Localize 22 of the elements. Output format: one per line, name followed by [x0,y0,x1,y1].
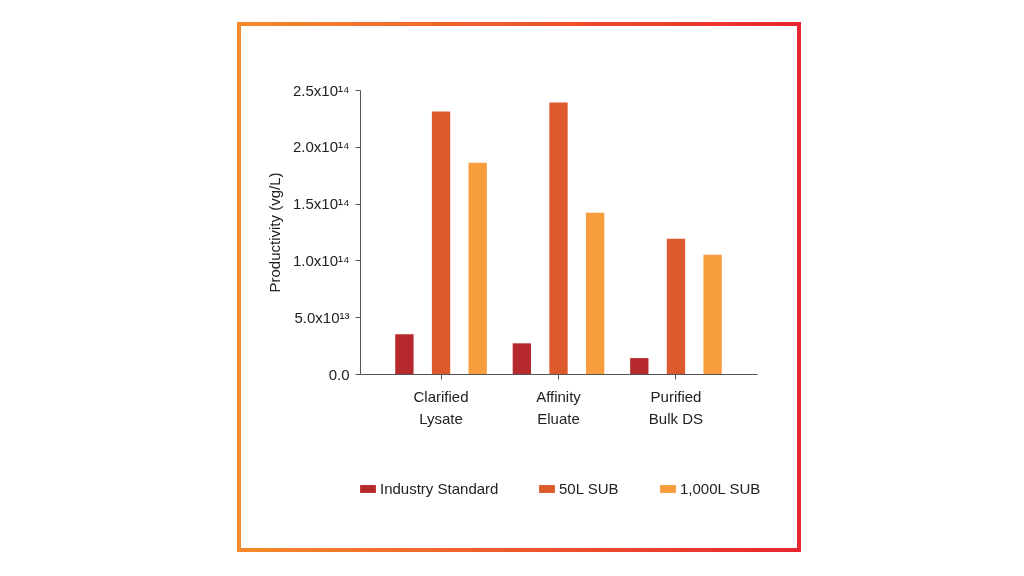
y-tick-label: 1.0x10¹⁴ [293,251,350,269]
y-tick-label: 2.0x10¹⁴ [293,138,350,156]
y-tick-label: 5.0x10¹³ [294,308,350,326]
y-tick-label: 1.5x10¹⁴ [293,195,350,213]
x-tick-label: Affinity Eluate [536,387,582,427]
x-tick-label: Clarified Lysate [413,387,469,427]
bar [666,238,686,374]
bar [585,212,605,374]
legend-label: Industry Standard [380,480,499,497]
y-tick-label: 2.5x10¹⁴ [293,81,350,99]
legend-label: 1,000L SUB [680,480,761,497]
bar [549,102,568,374]
x-tick-label: Purified Bulk DS [648,387,704,427]
bar [703,254,722,374]
legend-label: 50L SUB [559,480,619,497]
y-tick-label: 0.0 [328,365,350,383]
bar [431,111,451,374]
bar [630,358,649,374]
y-axis-title: Productivity (vg/L) [266,172,284,293]
bar [395,334,414,374]
bar [468,162,487,374]
bar [512,343,532,374]
